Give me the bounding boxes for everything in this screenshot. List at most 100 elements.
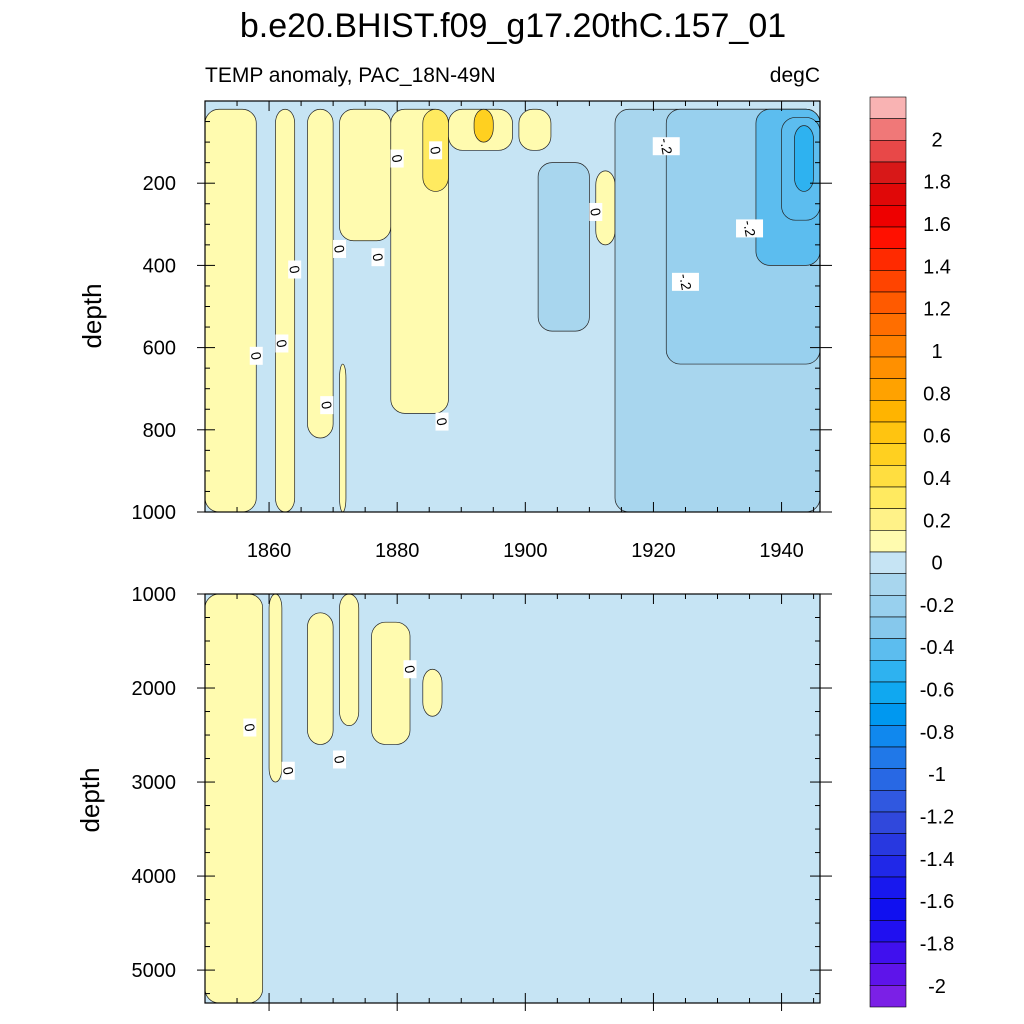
colorbar-swatch <box>869 270 907 293</box>
upper-contour-label-box <box>736 219 764 238</box>
colorbar-label: -1.2 <box>920 807 954 829</box>
colorbar-label: -1 <box>928 764 946 786</box>
lower-contour-region <box>307 612 334 745</box>
lower-ytick-label: 3000 <box>132 772 177 794</box>
colorbar-swatch <box>869 638 907 661</box>
upper-ytick-label: 1000 <box>132 502 177 524</box>
lower-plot-frame <box>204 593 821 1004</box>
lower-contour-region <box>339 594 360 726</box>
upper-contour-region <box>307 108 334 439</box>
colorbar-label: 0.2 <box>923 510 951 532</box>
upper-contour-label: 0 <box>248 351 265 362</box>
colorbar-swatch <box>869 703 907 726</box>
colorbar-swatch <box>869 183 907 206</box>
upper-contour-label-box <box>371 248 385 267</box>
upper-xtick-label: 1880 <box>375 540 420 562</box>
colorbar-swatch <box>869 898 907 921</box>
upper-contour-label: -.2 <box>657 137 676 156</box>
lower-contour-label: 0 <box>331 754 348 765</box>
colorbar-label: 0 <box>931 553 942 575</box>
upper-contour-label: 0 <box>433 416 450 427</box>
colorbar-swatch <box>869 205 907 228</box>
colorbar-swatch <box>869 226 907 249</box>
colorbar-swatch <box>869 465 907 488</box>
upper-contour-label: -.2 <box>740 219 759 238</box>
lower-ytick-label: 1000 <box>132 584 177 606</box>
upper-ytick-label: 400 <box>143 255 176 277</box>
colorbar-swatch <box>869 508 907 531</box>
colorbar-swatch <box>869 941 907 964</box>
upper-contour-region <box>339 363 347 512</box>
lower-contour-label: 0 <box>241 722 258 733</box>
colorbar-swatch <box>869 421 907 444</box>
lower-depth-section: 0 0 0 0 1000 2000 3000 4000 5000 <box>132 584 832 1011</box>
colorbar-label: -1.4 <box>920 849 954 871</box>
colorbar-swatch <box>869 486 907 509</box>
colorbar-label: -0.4 <box>920 637 954 659</box>
colorbar-label: 1.4 <box>923 256 951 278</box>
lower-contour-region <box>371 621 411 745</box>
colorbar-swatch <box>869 248 907 271</box>
upper-contour-label-box <box>390 149 404 168</box>
lower-contour-region <box>422 668 443 717</box>
lower-contour-label: 0 <box>280 766 297 777</box>
colorbar-swatch <box>869 746 907 769</box>
upper-ytick-label: 600 <box>143 338 176 360</box>
upper-contour-label: 0 <box>286 264 303 275</box>
upper-contour-region <box>473 108 494 143</box>
upper-contour-label-box <box>429 141 443 160</box>
upper-contour-label-box <box>589 202 603 221</box>
upper-contour-label: 0 <box>331 244 348 255</box>
colorbar-swatch <box>869 855 907 878</box>
colorbar-swatch <box>869 118 907 141</box>
colorbar-label: 1.2 <box>923 299 951 321</box>
upper-contour-region <box>275 108 296 512</box>
colorbar-swatch <box>869 681 907 704</box>
colorbar-swatch <box>869 573 907 596</box>
colorbar-swatch <box>869 335 907 358</box>
colorbar-swatch <box>869 291 907 314</box>
upper-contour-label: 0 <box>587 207 604 218</box>
colorbar-label: -2 <box>928 976 946 998</box>
upper-subtitle-left: TEMP anomaly, PAC_18N-49N <box>205 64 496 87</box>
upper-ytick-label: 200 <box>143 173 176 195</box>
lower-contour-region <box>268 594 283 783</box>
lower-contour-label-box <box>333 750 347 769</box>
upper-xtick-label: 1860 <box>247 540 292 562</box>
colorbar-label: -1.8 <box>920 934 954 956</box>
colorbar-swatch <box>869 140 907 163</box>
upper-contour-label: 0 <box>427 145 444 156</box>
colorbar-label: 2 <box>931 129 942 151</box>
colorbar-label: 1 <box>931 341 942 363</box>
lower-contour-label-box <box>403 660 417 679</box>
chart-title: b.e20.BHIST.f09_g17.20thC.157_01 <box>240 7 786 45</box>
colorbar-swatch <box>869 313 907 336</box>
colorbar-label: -0.2 <box>920 595 954 617</box>
upper-contour-label-box <box>320 396 334 415</box>
colorbar-swatch <box>869 920 907 943</box>
upper-contour-label: 0 <box>389 153 406 164</box>
colorbar-label: -0.8 <box>920 722 954 744</box>
colorbar-swatch <box>869 985 907 1008</box>
colorbar-swatch <box>869 161 907 184</box>
colorbar-label: 0.4 <box>923 468 951 490</box>
upper-contour-label-box <box>275 334 289 353</box>
lower-contour-label: 0 <box>401 664 418 675</box>
upper-contour-label-box <box>435 412 449 431</box>
upper-contour-label-box <box>249 346 263 365</box>
lower-ytick-label: 4000 <box>132 866 177 888</box>
upper-contour-region <box>518 108 552 151</box>
colorbar-label: 1.8 <box>923 172 951 194</box>
upper-contour-region <box>339 108 392 242</box>
lower-ytick-label: 2000 <box>132 678 177 700</box>
colorbar-swatch <box>869 530 907 553</box>
colorbar-swatch <box>869 356 907 379</box>
colorbar-swatch <box>869 790 907 813</box>
colorbar-label: -0.6 <box>920 680 954 702</box>
colorbar-label: 0.6 <box>923 426 951 448</box>
upper-ytick-label: 800 <box>143 420 176 442</box>
lower-contour-region <box>205 594 264 1003</box>
upper-ylabel: depth <box>77 283 107 348</box>
colorbar-swatch <box>869 876 907 899</box>
